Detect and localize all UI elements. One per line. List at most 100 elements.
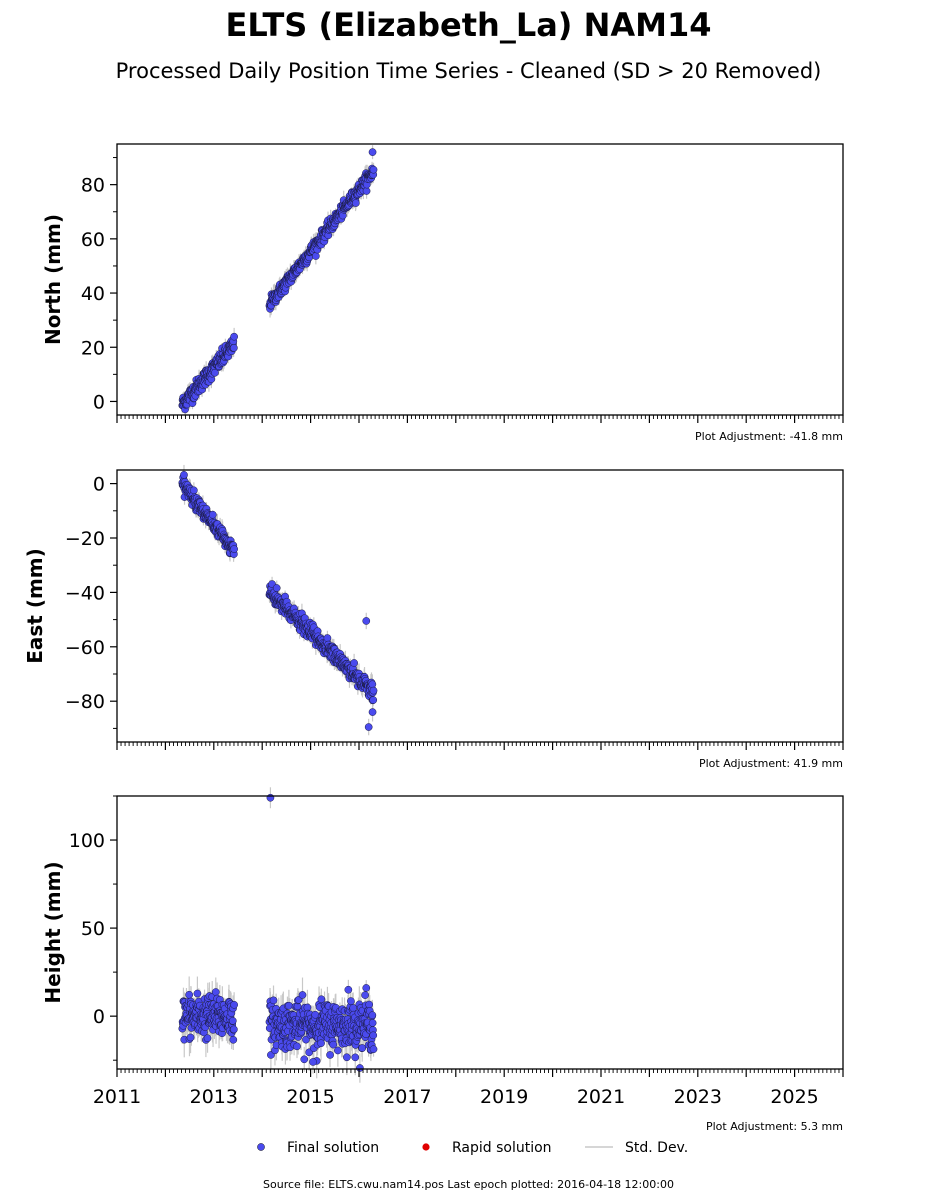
data-point [361,991,369,999]
data-point [229,1035,238,1044]
panel-1: 0 20 40 60 80 North (mm) Plot Adjustment: -41.… [41,143,844,443]
data-point [369,1045,378,1054]
panel-2: 0 −20 −40 −60 −80 East (mm) Plot Adjustment: 4… [23,464,844,770]
data-point [365,1000,374,1009]
x-tick-label: 2013 [190,1086,238,1108]
data-point [351,1053,360,1062]
y-tick-label: −80 [65,691,105,713]
x-tick-label: 2025 [770,1086,818,1108]
y-tick-label: 100 [69,830,105,852]
data-point [343,1053,351,1062]
data-point [203,1034,212,1043]
x-tick-label: 2021 [577,1086,625,1108]
data-point [185,990,194,999]
x-tick-label: 2019 [480,1086,528,1108]
y-tick-label: −40 [65,582,105,604]
y-tick-label: 20 [81,337,105,359]
panel-3: 0 50 100 2011 2013 2015 2017 2019 2021 2023 2025 He… [41,787,844,1133]
data-point [317,995,326,1004]
data-point [350,659,358,667]
legend-final-marker [257,1143,265,1151]
data-point [211,988,220,996]
final-solution-points-2 [178,471,378,731]
data-point [368,680,377,689]
data-point [230,545,238,553]
plot-adjustment-note: Plot Adjustment: -41.8 mm [695,430,843,443]
data-point [323,634,332,642]
data-point [266,793,275,802]
data-point [368,1011,377,1020]
data-point [311,252,320,260]
x-tick-label: 2023 [674,1086,722,1108]
y-tick-label: −60 [65,637,105,659]
data-point [230,344,238,352]
data-point [230,1000,238,1009]
x-tick-label: 2017 [383,1086,431,1108]
panel-frame [116,469,844,743]
y-tick-label: 50 [81,918,105,940]
data-point [298,991,307,999]
data-point [369,686,378,695]
data-point [317,1039,325,1048]
data-point [285,1001,293,1010]
legend-std-label: Std. Dev. [625,1140,688,1156]
source-note: Source file: ELTS.cwu.nam14.pos Last epo… [263,1178,674,1191]
data-point [369,165,378,174]
data-point [369,696,378,704]
data-point [189,486,198,495]
data-point [368,148,377,156]
data-point [368,1019,377,1027]
data-point [309,1058,317,1066]
data-point [356,1064,364,1072]
data-point [193,989,202,998]
legend-rapid-marker [422,1143,430,1151]
data-point [269,996,278,1005]
data-point [228,1016,237,1025]
data-point [347,997,355,1005]
legend-final-label: Final solution [287,1140,379,1156]
x-tick-label: 2011 [93,1086,141,1108]
data-point [334,1046,342,1055]
data-point [362,984,371,992]
y-tick-label: 80 [81,175,105,197]
data-point [186,1033,195,1042]
y-tick-label: 60 [81,229,105,251]
data-point [230,1025,238,1034]
data-point [272,584,281,592]
y-tick-label: −20 [65,528,105,550]
x-tick-label: 2015 [286,1086,334,1108]
data-point [368,708,377,716]
data-point [369,1031,378,1040]
data-point [300,1055,309,1064]
y-axis-label: Height (mm) [41,861,65,1003]
data-point [362,187,371,195]
plot-adjustment-note: Plot Adjustment: 41.9 mm [699,757,843,770]
data-point [362,617,371,625]
data-point [326,1051,334,1059]
data-point [208,510,217,519]
data-point [344,985,353,994]
y-tick-label: 0 [93,474,105,496]
y-tick-label: 0 [93,1006,105,1028]
y-tick-label: 40 [81,283,105,305]
y-tick-label: 0 [93,391,105,413]
data-point [230,332,238,341]
final-solution-points-3 [178,793,378,1072]
data-point [329,1040,338,1049]
data-point [180,471,188,479]
data-point [364,723,373,731]
figure-subtitle: Processed Daily Position Time Series - C… [116,59,822,83]
data-point [293,1042,301,1051]
final-solution-points-1 [178,148,378,414]
legend-rapid-label: Rapid solution [452,1140,552,1156]
y-axis-label: East (mm) [23,548,47,664]
panel-frame [116,143,844,416]
plot-adjustment-note: Plot Adjustment: 5.3 mm [706,1120,843,1133]
data-point [358,1044,367,1052]
data-point [351,199,360,207]
figure-title: ELTS (Elizabeth_La) NAM14 [226,6,712,44]
data-point [211,368,219,377]
legend: Final solution Rapid solution Std. Dev. [257,1140,688,1156]
y-axis-label: North (mm) [41,214,65,345]
